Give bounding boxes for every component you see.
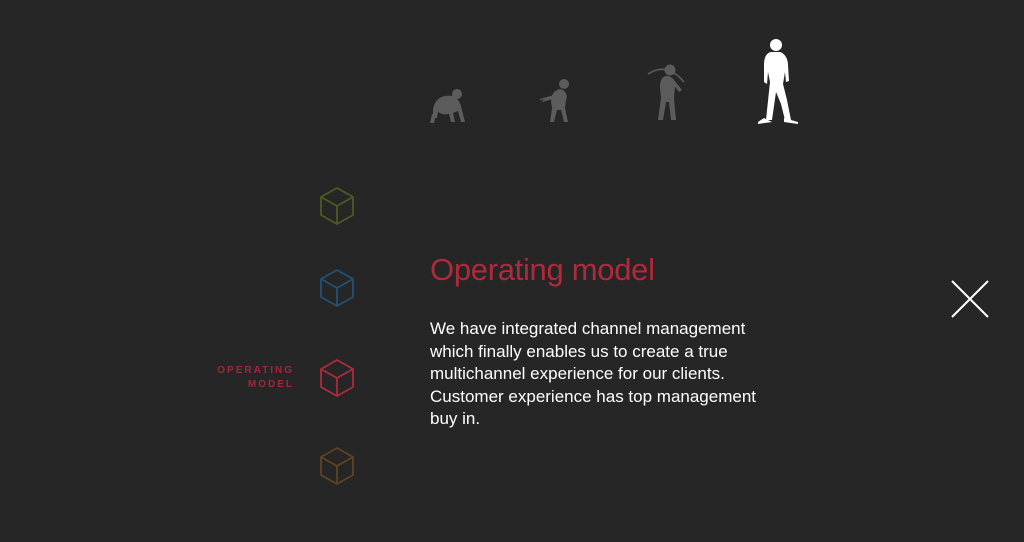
early-hominid-figure: [540, 78, 576, 124]
close-icon: [951, 280, 989, 318]
early-hominid-icon: [540, 79, 569, 122]
ape-icon: [430, 89, 465, 123]
cube-nav-3-active[interactable]: [318, 358, 356, 398]
modern-human-icon: [758, 39, 798, 124]
cube-nav-4[interactable]: [318, 446, 356, 486]
modern-human-figure: [754, 38, 802, 124]
cube-icon: [320, 187, 354, 225]
cube-nav-1[interactable]: [318, 186, 356, 226]
cube-icon: [320, 359, 354, 397]
active-section-label: OPERATING MODEL: [174, 364, 294, 392]
active-section-label-line2: MODEL: [247, 379, 294, 390]
section-title: Operating model: [430, 252, 655, 287]
close-button[interactable]: [950, 279, 990, 319]
section-description: We have integrated channel management wh…: [430, 319, 757, 428]
cube-nav-2[interactable]: [318, 268, 356, 308]
caveman-figure: [646, 62, 688, 124]
cube-icon: [320, 447, 354, 485]
cube-icon: [320, 269, 354, 307]
ape-figure: [428, 88, 468, 126]
caveman-icon: [647, 64, 685, 120]
active-section-label-line1: OPERATING: [217, 365, 294, 376]
